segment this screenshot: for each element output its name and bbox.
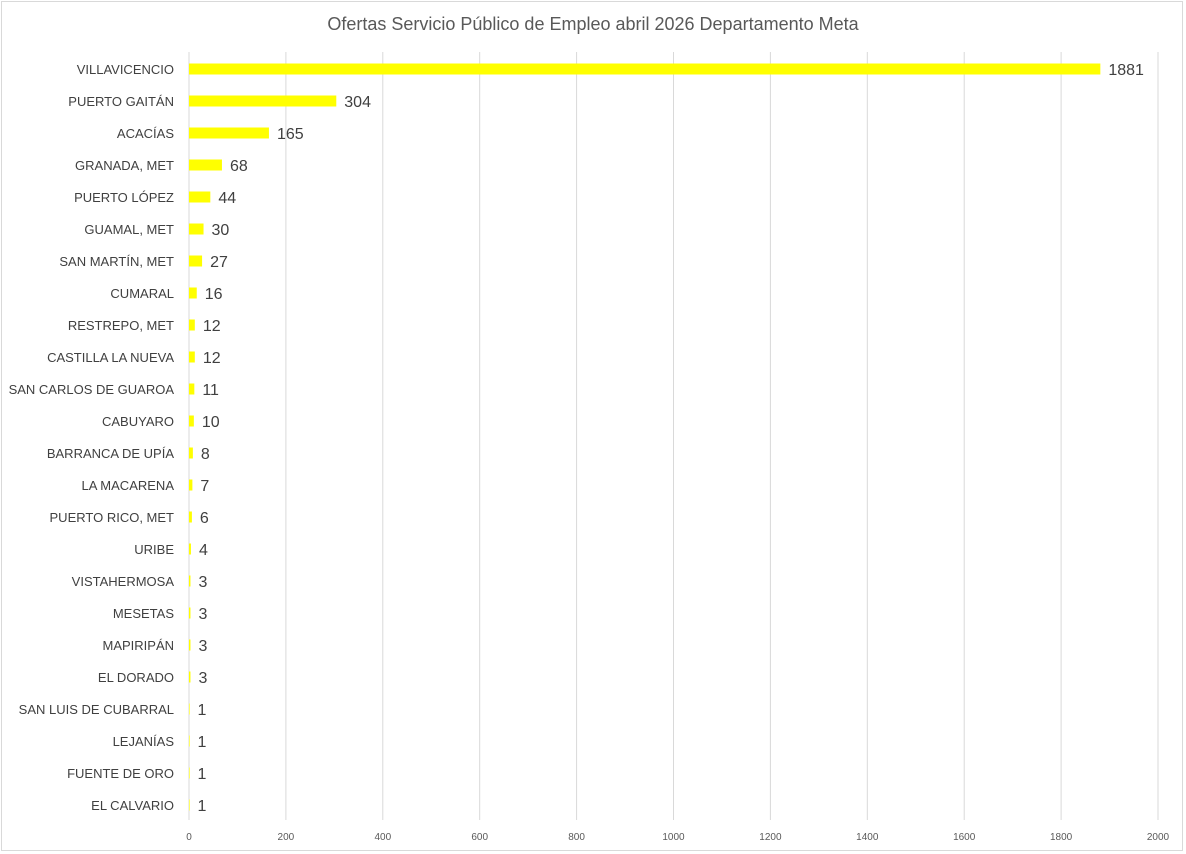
category-label: MAPIRIPÁN — [102, 638, 174, 653]
bar — [189, 479, 193, 491]
category-label: CUMARAL — [110, 286, 174, 301]
x-tick-label: 200 — [278, 832, 295, 843]
category-label: GUAMAL, MET — [84, 222, 174, 237]
data-label: 16 — [205, 286, 223, 303]
category-label: PUERTO GAITÁN — [68, 94, 174, 109]
data-label: 1 — [197, 766, 206, 783]
x-tick-labels: 0 200 400 600 800 1000 1200 1400 1600 1800 2000 — [186, 832, 1169, 843]
data-label: 1 — [197, 702, 206, 719]
x-tick-label: 1400 — [856, 832, 879, 843]
category-label: GRANADA, MET — [75, 158, 174, 173]
bar — [189, 287, 197, 299]
category-label: LEJANÍAS — [113, 734, 175, 749]
data-label: 7 — [200, 478, 209, 495]
data-label: 10 — [202, 414, 220, 431]
bar — [189, 351, 195, 363]
bar — [189, 607, 191, 619]
x-tick-label: 0 — [186, 832, 192, 843]
data-label: 6 — [200, 510, 209, 527]
category-label: VILLAVICENCIO — [77, 62, 174, 77]
category-label: EL CALVARIO — [91, 798, 174, 813]
x-tick-label: 2000 — [1147, 832, 1170, 843]
bar — [189, 639, 191, 651]
bar — [189, 447, 193, 459]
category-label: ACACÍAS — [117, 126, 174, 141]
bar — [189, 159, 222, 171]
data-label: 12 — [203, 318, 221, 335]
bar — [189, 575, 191, 587]
x-tick-label: 800 — [568, 832, 585, 843]
category-label: PUERTO LÓPEZ — [74, 190, 174, 205]
x-tick-label: 1200 — [759, 832, 782, 843]
data-label: 27 — [210, 254, 228, 271]
data-label: 4 — [199, 542, 208, 559]
bar — [189, 383, 195, 395]
bars — [189, 63, 1101, 811]
bar — [189, 63, 1101, 75]
gridlines — [188, 52, 1159, 820]
category-label: SAN CARLOS DE GUAROA — [9, 382, 175, 397]
category-label: EL DORADO — [98, 670, 174, 685]
data-label: 304 — [344, 94, 371, 111]
data-label: 3 — [198, 606, 207, 623]
bar — [189, 255, 203, 267]
data-label: 8 — [201, 446, 210, 463]
bar — [189, 799, 190, 811]
x-tick-label: 600 — [471, 832, 488, 843]
bar — [189, 511, 192, 523]
category-label: CABUYARO — [102, 414, 174, 429]
bar — [189, 767, 190, 779]
category-labels: VILLAVICENCIO PUERTO GAITÁN ACACÍAS GRANADA… — [9, 62, 175, 813]
data-label: 1 — [197, 798, 206, 815]
data-label: 30 — [212, 222, 230, 239]
bar — [189, 223, 204, 235]
category-label: CASTILLA LA NUEVA — [47, 350, 174, 365]
data-label: 1881 — [1108, 62, 1144, 79]
data-label: 1 — [197, 734, 206, 751]
bar — [189, 703, 190, 715]
data-label: 3 — [198, 638, 207, 655]
category-label: LA MACARENA — [82, 478, 175, 493]
chart-title: Ofertas Servicio Público de Empleo abril… — [327, 14, 859, 34]
category-label: FUENTE DE ORO — [67, 766, 174, 781]
data-label: 3 — [198, 574, 207, 591]
bar — [189, 319, 195, 331]
bar — [189, 127, 269, 139]
bar — [189, 95, 337, 107]
data-label: 165 — [277, 126, 304, 143]
bar — [189, 415, 194, 427]
category-label: SAN MARTÍN, MET — [59, 254, 174, 269]
data-label: 11 — [202, 382, 219, 399]
bar — [189, 543, 191, 555]
x-tick-label: 1000 — [662, 832, 685, 843]
bar — [189, 191, 211, 203]
data-label: 12 — [203, 350, 221, 367]
category-label: VISTAHERMOSA — [72, 574, 175, 589]
category-label: BARRANCA DE UPÍA — [47, 446, 174, 461]
x-tick-label: 1600 — [953, 832, 976, 843]
bar — [189, 735, 190, 747]
category-label: PUERTO RICO, MET — [50, 510, 175, 525]
data-label: 3 — [198, 670, 207, 687]
x-tick-label: 1800 — [1050, 832, 1073, 843]
data-label: 44 — [218, 190, 236, 207]
x-tick-label: 400 — [374, 832, 391, 843]
data-label: 68 — [230, 158, 248, 175]
category-label: SAN LUIS DE CUBARRAL — [19, 702, 174, 717]
category-label: RESTREPO, MET — [68, 318, 174, 333]
bar — [189, 671, 191, 683]
category-label: URIBE — [134, 542, 174, 557]
category-label: MESETAS — [113, 606, 174, 621]
